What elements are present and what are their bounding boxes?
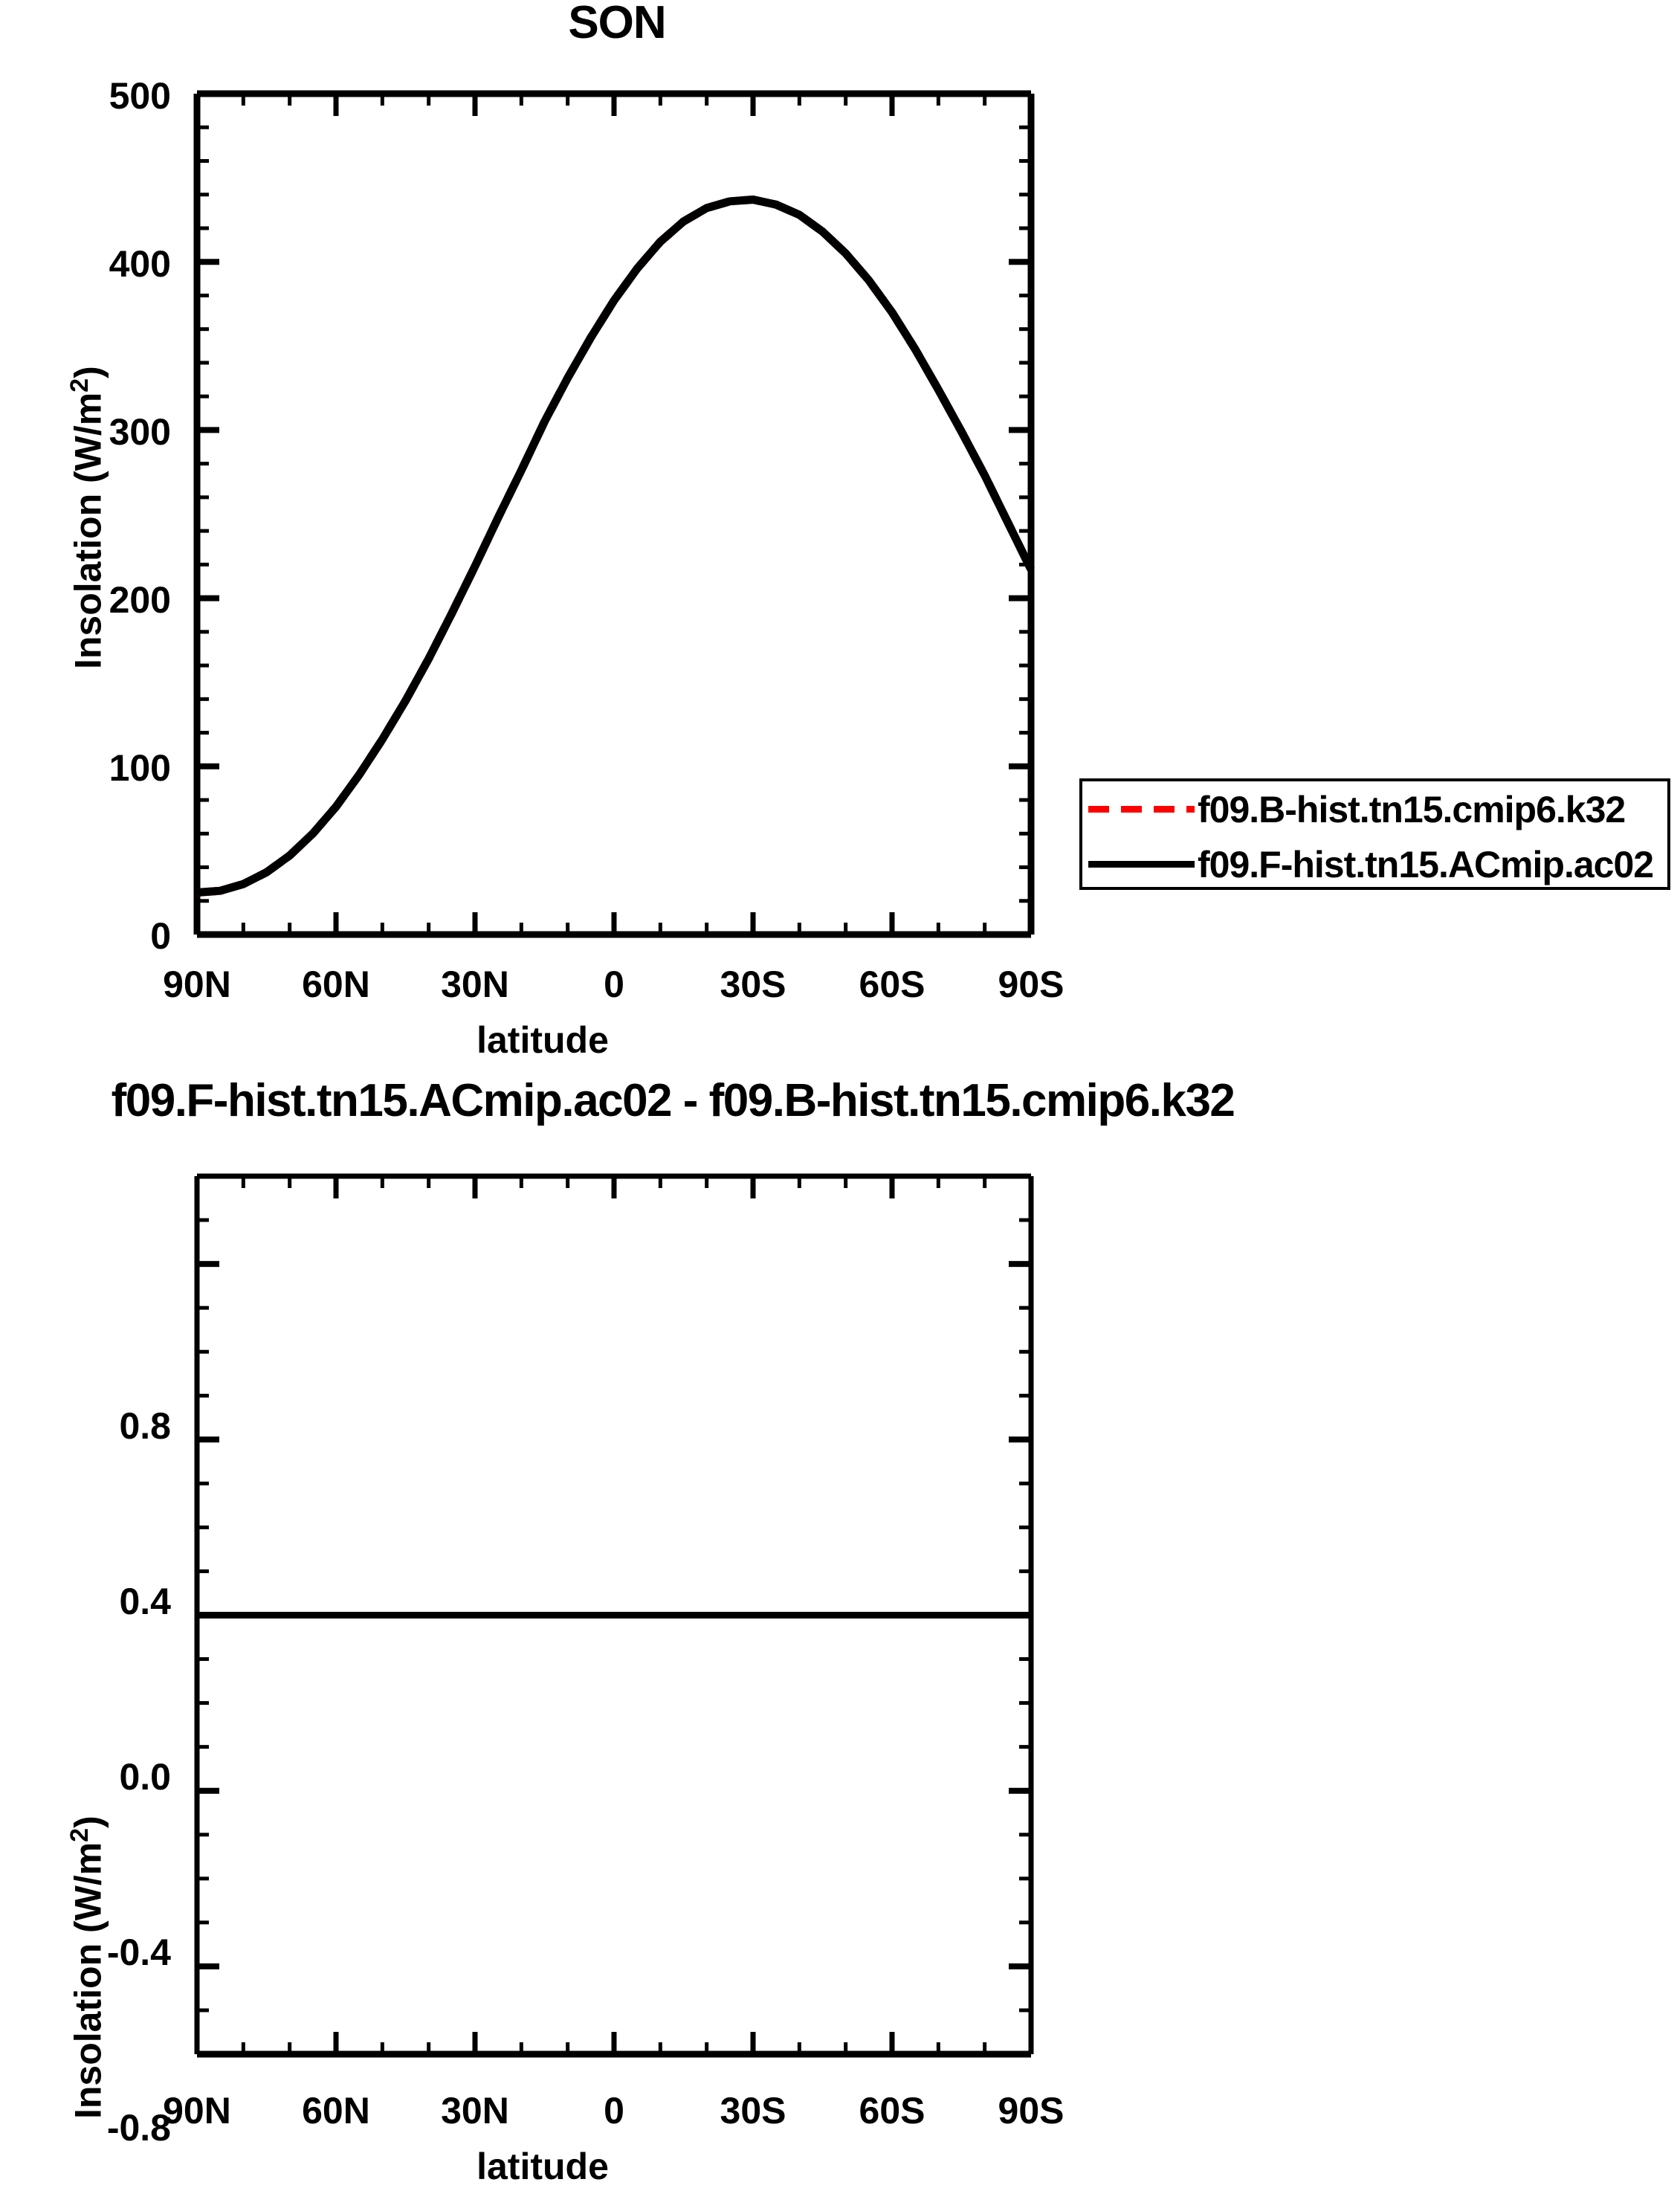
top-xtick-30N: 30N <box>441 964 509 1005</box>
top-ytick-500: 500 <box>109 75 171 117</box>
bottom-xtick-0: 0 <box>604 2090 624 2131</box>
bottom-xtick-60N: 60N <box>302 2090 370 2131</box>
top-ytick-0: 0 <box>150 915 171 957</box>
bottom-ytick--0.4: -0.4 <box>106 1932 171 1973</box>
top-plot-svg <box>193 90 1035 938</box>
top-xtick-0: 0 <box>604 964 624 1005</box>
bottom-xtick-90N: 90N <box>163 2090 231 2131</box>
legend-label-0: f09.B-hist.tn15.cmip6.k32 <box>1198 789 1626 830</box>
top-ytick-300: 300 <box>109 411 171 453</box>
top-data-curves <box>196 196 1035 897</box>
top-xtick-90S: 90S <box>998 964 1064 1005</box>
bottom-ytick-0.4: 0.4 <box>119 1581 171 1622</box>
bottom-ytick--0.8: -0.8 <box>106 2107 171 2149</box>
legend-entry-1: f09.F-hist.tn15.ACmip.ac02 <box>1082 842 1667 887</box>
chart-legend: f09.B-hist.tn15.cmip6.k32 f09.F-hist.tn1… <box>1079 778 1670 890</box>
legend-line-sample-solid <box>1082 842 1198 887</box>
top-ytick-200: 200 <box>109 579 171 621</box>
bottom-xtick-60S: 60S <box>859 2090 925 2131</box>
page-title: SON <box>568 0 666 48</box>
bottom-ytick-0.8: 0.8 <box>119 1405 171 1447</box>
legend-line-sample-dashed <box>1082 787 1198 832</box>
top-xtick-60N: 60N <box>302 964 370 1005</box>
top-ytick-100: 100 <box>109 747 171 789</box>
bottom-x-axis-label: latitude <box>476 2146 609 2187</box>
bottom-xtick-30S: 30S <box>720 2090 786 2131</box>
bottom-ytick-0.0: 0.0 <box>119 1756 171 1798</box>
legend-label-1: f09.F-hist.tn15.ACmip.ac02 <box>1198 844 1654 885</box>
bottom-xtick-90S: 90S <box>998 2090 1064 2131</box>
top-axis-ticks <box>194 91 1034 938</box>
legend-entry-0: f09.B-hist.tn15.cmip6.k32 <box>1082 787 1667 832</box>
top-x-axis-label: latitude <box>476 1019 609 1061</box>
top-xtick-90N: 90N <box>163 964 231 1005</box>
top-ytick-400: 400 <box>109 243 171 285</box>
bottom-plot-svg <box>194 1173 1034 2058</box>
difference-plot-title: f09.F-hist.tn15.ACmip.ac02 - f09.B-hist.… <box>111 1075 1235 1126</box>
top-axes-frame <box>193 90 1035 938</box>
top-xtick-30S: 30S <box>720 964 786 1005</box>
bottom-xtick-30N: 30N <box>441 2090 509 2131</box>
insolation-chart: Insolation (W/m2) 500 400 300 200 100 0 … <box>0 0 1115 1078</box>
top-xtick-60S: 60S <box>859 964 925 1005</box>
difference-chart: Insolation (W/m2) 0.8 0.4 0.0 -0.4 -0.8 … <box>0 1130 1115 2187</box>
